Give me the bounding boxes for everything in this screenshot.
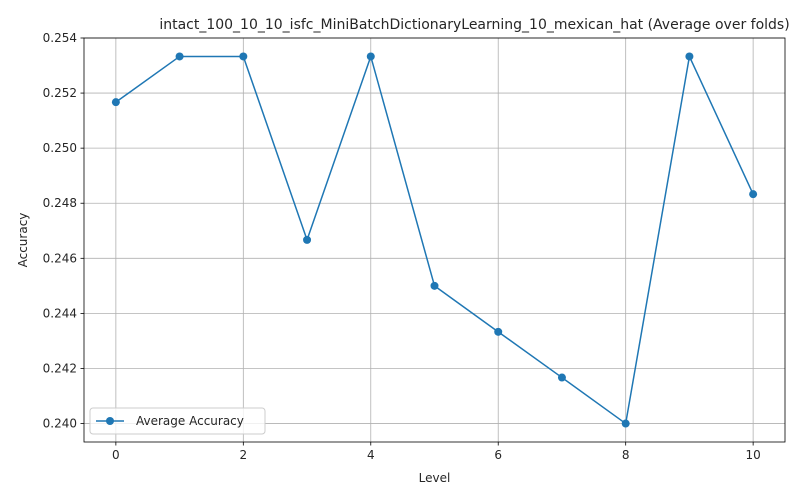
chart-title: intact_100_10_10_isfc_MiniBatchDictionar… <box>159 17 789 33</box>
y-tick-label: 0.242 <box>43 361 77 375</box>
legend-marker <box>106 417 114 425</box>
plot-frame <box>83 37 786 443</box>
y-tick-label: 0.248 <box>43 196 77 210</box>
data-point <box>366 52 375 61</box>
legend-label: Average Accuracy <box>136 414 244 428</box>
data-point <box>303 235 312 244</box>
data-point <box>557 373 566 382</box>
x-tick-label: 8 <box>622 448 630 462</box>
data-point <box>175 52 184 61</box>
x-tick-label: 0 <box>112 448 120 462</box>
x-tick-label: 2 <box>239 448 247 462</box>
x-tick-label: 6 <box>494 448 502 462</box>
data-point <box>111 98 120 107</box>
data-point <box>749 190 758 199</box>
legend-box <box>89 407 266 435</box>
legend: Average Accuracy <box>89 407 266 435</box>
y-tick-label: 0.250 <box>43 141 77 155</box>
data-point <box>621 419 630 428</box>
x-axis-label: Level <box>419 471 451 485</box>
y-axis-label: Accuracy <box>16 213 30 268</box>
series-layer <box>111 52 758 428</box>
x-tick-label: 4 <box>367 448 375 462</box>
data-point <box>494 327 503 336</box>
y-tick-label: 0.246 <box>43 251 77 265</box>
ticks: 0 2 4 6 8 10 0.240 0.242 0.244 0.246 0.248 0.250 0.2… <box>43 31 761 462</box>
y-tick-label: 0.240 <box>43 417 77 431</box>
y-tick-label: 0.252 <box>43 86 77 100</box>
y-tick-label: 0.244 <box>43 306 77 320</box>
data-point <box>239 52 248 61</box>
data-point <box>430 281 439 290</box>
y-tick-label: 0.254 <box>43 31 77 45</box>
data-point <box>685 52 694 61</box>
x-tick-label: 10 <box>745 448 760 462</box>
